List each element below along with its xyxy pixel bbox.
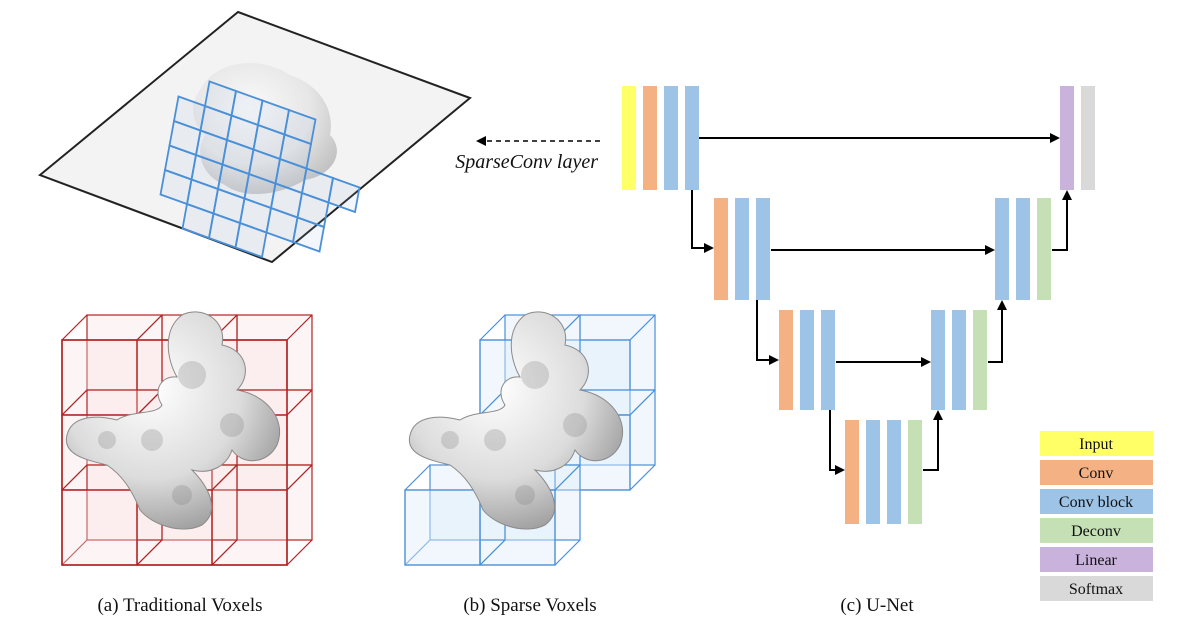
protein-b bbox=[408, 311, 624, 530]
traditional-voxels-figure bbox=[61, 311, 313, 566]
unet-conv-bar bbox=[714, 198, 728, 300]
plane-sparse-grid bbox=[159, 80, 361, 259]
unet-conv-block-bar bbox=[800, 310, 814, 410]
unet-conv-block-bar bbox=[821, 310, 835, 410]
legend-label: Deconv bbox=[1071, 523, 1121, 540]
legend-label: Softmax bbox=[1069, 581, 1123, 598]
unet-arrow bbox=[1052, 190, 1072, 251]
unet-conv-block-bar bbox=[735, 198, 749, 300]
legend-swatch bbox=[1040, 576, 1153, 601]
unet-arrow bbox=[691, 190, 714, 253]
legend-swatch bbox=[1040, 547, 1153, 572]
plane-protein-shadow bbox=[193, 63, 337, 195]
protein-surface bbox=[65, 311, 281, 530]
unet-figure bbox=[622, 86, 1095, 524]
voxel-cube bbox=[211, 464, 313, 566]
unet-conv-bar bbox=[779, 310, 793, 410]
unet-arrow bbox=[988, 300, 1007, 363]
legend-swatch bbox=[1040, 518, 1153, 543]
unet-linear-bar bbox=[1060, 86, 1074, 190]
caption-unet: (c) U-Net bbox=[840, 595, 914, 616]
legend: Input Conv Conv block Deconv Linear Softmax bbox=[1040, 431, 1153, 601]
unet-input-bar bbox=[622, 86, 636, 190]
legend-swatch bbox=[1040, 431, 1153, 456]
sparseconv-plane bbox=[38, 10, 472, 264]
unet-conv-block-bar bbox=[756, 198, 770, 300]
plane-grid-cell bbox=[291, 216, 326, 253]
unet-softmax-bar bbox=[1081, 86, 1095, 190]
unet-arrow bbox=[829, 410, 845, 475]
unet-conv-block-bar bbox=[995, 198, 1009, 300]
unet-deconv-bar bbox=[1037, 198, 1051, 300]
unet-conv-block-bar bbox=[664, 86, 678, 190]
legend-label: Conv block bbox=[1059, 494, 1133, 511]
sparse-voxels-figure bbox=[404, 311, 656, 566]
sparseconv-label: SparseConv layer bbox=[455, 151, 598, 173]
protein-a bbox=[65, 311, 281, 530]
legend-label: Linear bbox=[1075, 552, 1117, 569]
unet-conv-bar bbox=[845, 420, 859, 524]
unet-conv-block-bar bbox=[952, 310, 966, 410]
unet-deconv-bar bbox=[908, 420, 922, 524]
unet-deconv-bar bbox=[973, 310, 987, 410]
legend-label: Conv bbox=[1079, 465, 1114, 482]
unet-conv-block-bar bbox=[887, 420, 901, 524]
plane-grid-cell bbox=[327, 176, 361, 214]
plane-grid-cell bbox=[234, 221, 268, 259]
unet-conv-block-bar bbox=[866, 420, 880, 524]
legend-swatch bbox=[1040, 489, 1153, 514]
caption-sparse-voxels: (b) Sparse Voxels bbox=[463, 595, 596, 616]
legend-label: Input bbox=[1079, 436, 1113, 453]
protein-surface bbox=[408, 311, 624, 530]
unet-conv-block-bar bbox=[931, 310, 945, 410]
caption-traditional-voxels: (a) Traditional Voxels bbox=[97, 595, 262, 616]
unet-conv-block-bar bbox=[685, 86, 699, 190]
unet-arrow bbox=[923, 410, 943, 471]
unet-conv-bar bbox=[643, 86, 657, 190]
unet-arrow bbox=[756, 300, 779, 365]
legend-swatch bbox=[1040, 460, 1153, 485]
unet-conv-block-bar bbox=[1016, 198, 1030, 300]
